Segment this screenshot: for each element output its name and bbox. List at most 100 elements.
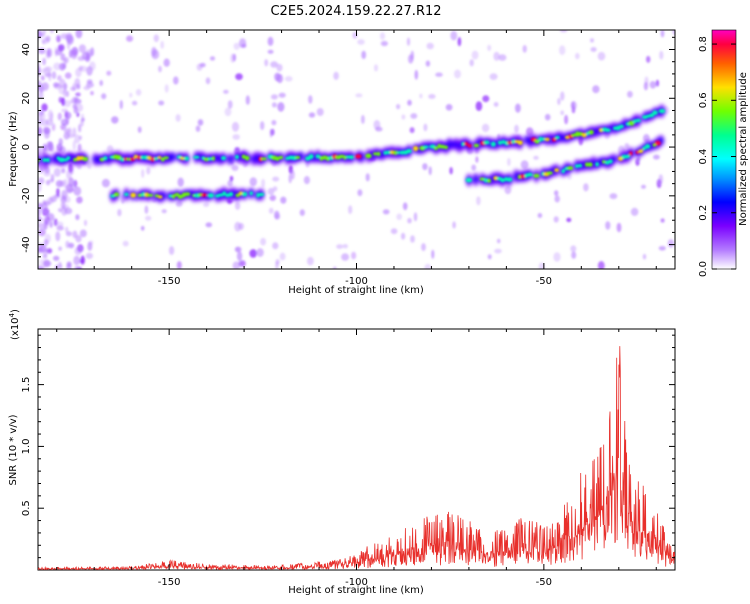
heatmap-noise-cell: [231, 164, 239, 171]
heatmap-core-cell: [146, 193, 154, 197]
heatmap-core-cell: [244, 155, 250, 161]
figure-title: C2E5.2024.159.22.27.R12: [270, 4, 441, 19]
heatmap-noise-cell: [260, 237, 267, 246]
heatmap-noise-cell: [72, 104, 78, 109]
heatmap-noise-cell: [236, 251, 243, 261]
heatmap-core-cell: [551, 137, 557, 142]
heatmap-noise-cell: [641, 184, 646, 189]
heatmap-core-cell: [554, 135, 560, 140]
heatmap-core-cell: [338, 154, 345, 159]
heatmap-x-label: Height of straight line (km): [288, 285, 424, 296]
heatmap-noise-cell: [560, 91, 565, 101]
heatmap-core-cell: [497, 140, 503, 145]
heatmap-noise-cell: [476, 196, 481, 206]
heatmap-noise-cell: [348, 205, 353, 215]
heatmap-noise-cell: [571, 251, 577, 259]
heatmap-noise-cell: [269, 194, 277, 201]
heatmap-noise-cell: [590, 47, 597, 52]
heatmap-core-cell: [258, 192, 265, 197]
heatmap-core-cell: [120, 157, 125, 162]
heatmap-noise-cell: [38, 146, 42, 156]
heatmap-noise-cell: [78, 44, 86, 53]
heatmap-y-tick-label: -20: [21, 188, 32, 204]
heatmap-noise-cell: [284, 76, 293, 82]
heatmap-noise-cell: [57, 112, 62, 121]
snr-series-line: [38, 346, 675, 570]
heatmap-noise-cell: [232, 261, 241, 269]
heatmap-noise-cell: [106, 145, 114, 154]
heatmap-noise-cell: [65, 115, 70, 126]
heatmap-noise-cell: [44, 220, 48, 227]
heatmap-cells: [38, 30, 675, 269]
heatmap-noise-cell: [227, 179, 233, 187]
heatmap-noise-cell: [235, 73, 243, 81]
heatmap-noise-cell: [422, 163, 428, 171]
heatmap-noise-cell: [106, 70, 112, 76]
heatmap-core-cell: [103, 156, 108, 161]
heatmap-noise-cell: [413, 212, 418, 222]
heatmap-noise-cell: [73, 179, 78, 188]
heatmap-noise-cell: [471, 164, 477, 171]
heatmap-noise-cell: [42, 57, 46, 66]
heatmap-core-cell: [308, 153, 314, 160]
heatmap-noise-cell: [38, 228, 46, 237]
heatmap-noise-cell: [40, 32, 46, 37]
heatmap-noise-cell: [642, 253, 647, 260]
heatmap-noise-cell: [195, 125, 201, 132]
heatmap-noise-cell: [559, 30, 568, 33]
heatmap-noise-cell: [38, 266, 44, 269]
heatmap-core-cell: [171, 193, 176, 199]
heatmap-background: [38, 30, 675, 269]
heatmap-noise-cell: [409, 127, 415, 134]
heatmap-noise-cell: [164, 84, 169, 93]
heatmap-noise-cell: [419, 93, 423, 99]
heatmap-noise-cell: [78, 259, 85, 264]
heatmap-core-cell: [154, 194, 159, 198]
heatmap-noise-cell: [493, 102, 499, 107]
heatmap-noise-cell: [158, 65, 162, 73]
heatmap-noise-cell: [57, 208, 63, 213]
heatmap-core-cell: [113, 192, 120, 197]
heatmap-noise-cell: [401, 232, 406, 240]
heatmap-noise-cell: [38, 111, 45, 116]
snr-y-ticks: 0.5 1.0 1.5: [21, 334, 675, 559]
heatmap-noise-cell: [272, 242, 279, 250]
heatmap-core-cell: [566, 166, 574, 171]
heatmap-noise-cell: [199, 62, 206, 68]
heatmap-core-cell: [241, 191, 248, 197]
colorbar-tick-label: 0.8: [698, 36, 709, 52]
heatmap-noise-cell: [435, 72, 443, 77]
heatmap-noise-cell: [56, 187, 60, 197]
heatmap-noise-cell: [101, 178, 110, 188]
snr-x-ticks: -150 -100 -50: [56, 329, 657, 588]
heatmap-noise-cell: [73, 97, 79, 102]
heatmap-core-cell: [260, 157, 267, 161]
heatmap-noise-cell: [77, 143, 82, 152]
heatmap-core-cell: [373, 152, 378, 156]
heatmap-noise-cell: [73, 255, 81, 266]
heatmap-noise-cell: [235, 246, 240, 253]
heatmap-core-cell: [618, 124, 625, 129]
heatmap-core-cell: [207, 193, 215, 198]
heatmap-noise-cell: [261, 178, 266, 188]
heatmap-core-cell: [604, 160, 610, 165]
heatmap-core-cell: [461, 141, 465, 147]
heatmap-core-cell: [365, 153, 372, 159]
heatmap-core-cell: [386, 150, 392, 155]
heatmap-core-cell: [193, 155, 200, 159]
heatmap-noise-cell: [382, 209, 390, 215]
heatmap-core-cell: [61, 158, 69, 162]
heatmap-noise-cell: [168, 246, 175, 255]
heatmap-core-cell: [129, 157, 136, 161]
heatmap-noise-cell: [544, 113, 551, 121]
heatmap-noise-cell: [426, 42, 434, 50]
heatmap-noise-cell: [308, 95, 313, 104]
heatmap-noise-cell: [410, 235, 415, 243]
heatmap-noise-cell: [672, 30, 675, 36]
heatmap-core-cell: [579, 131, 583, 137]
heatmap-core-cell: [581, 132, 587, 138]
heatmap-noise-cell: [65, 240, 70, 249]
colorbar-tick-label: 0.4: [698, 149, 709, 165]
heatmap-noise-cell: [122, 240, 129, 247]
